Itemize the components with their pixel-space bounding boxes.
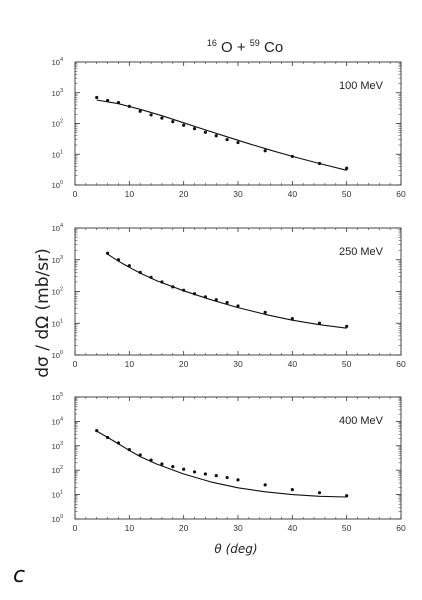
y-tick-label: 102 <box>52 119 63 129</box>
reaction-op: + <box>237 39 246 56</box>
fit-curve <box>96 99 347 171</box>
y-tick-label: 102 <box>52 287 63 297</box>
x-tick-label: 50 <box>342 189 352 199</box>
figure-caption: c <box>13 563 26 588</box>
chart-panel-3: 0 10 20 30 40 50 60 100 101 102 103 104 105 400 MeV <box>52 392 406 533</box>
reaction-pre2: 59 <box>250 38 260 48</box>
chart-panel-1: 0 10 20 30 40 50 60 100 101 102 103 104 100 MeV <box>52 57 406 199</box>
y-tick-label: 103 <box>52 255 63 265</box>
x-tick-label: 60 <box>396 359 406 369</box>
x-tick-label: 60 <box>396 523 406 533</box>
x-tick-label: 30 <box>233 189 243 199</box>
energy-label: 250 MeV <box>339 246 384 258</box>
y-tick-label: 100 <box>52 514 63 524</box>
data-point <box>182 123 186 127</box>
chart-panel-2: 0 10 20 30 40 50 60 100 101 102 103 104 250 MeV <box>52 223 406 369</box>
data-point <box>138 109 142 113</box>
x-axis-label: θ (deg) <box>214 542 257 556</box>
y-tick-label: 103 <box>52 88 63 98</box>
data-point <box>290 488 294 492</box>
energy-label: 400 MeV <box>339 415 384 427</box>
y-tick-label: 103 <box>52 441 63 451</box>
reaction-title: 16 O + 59 Co <box>207 33 283 56</box>
data-point <box>203 472 207 476</box>
x-tick-label: 40 <box>288 359 298 369</box>
y-tick-label: 100 <box>52 180 63 190</box>
x-tick-label: 60 <box>396 189 406 199</box>
data-point <box>290 317 294 321</box>
data-point <box>345 324 349 328</box>
y-tick-label: 104 <box>52 416 63 426</box>
data-point <box>214 474 218 478</box>
reaction-base1: O <box>221 39 233 56</box>
data-point <box>225 300 229 305</box>
data-point <box>263 310 267 314</box>
y-tick-label: 100 <box>52 350 63 360</box>
reaction-pre1: 16 <box>207 38 217 48</box>
data-point <box>225 475 229 480</box>
data-point <box>160 116 164 120</box>
x-tick-label: 50 <box>342 359 352 369</box>
x-tick-label: 30 <box>233 359 243 369</box>
data-point <box>171 465 175 469</box>
data-point <box>192 127 197 131</box>
data-point <box>236 478 240 482</box>
x-tick-label: 40 <box>288 523 298 533</box>
y-tick-label: 104 <box>52 57 63 67</box>
data-point <box>345 166 349 170</box>
x-tick-label: 20 <box>179 523 189 533</box>
data-point <box>171 120 175 124</box>
x-tick-label: 20 <box>179 359 189 369</box>
data-point <box>317 491 322 495</box>
fit-curve <box>96 430 347 498</box>
reaction-base2: Co <box>264 39 283 56</box>
y-tick-label: 102 <box>52 465 63 475</box>
x-tick-label: 20 <box>179 189 189 199</box>
data-point <box>149 113 153 117</box>
y-tick-label: 101 <box>52 490 63 500</box>
data-point <box>236 304 240 308</box>
x-tick-label: 0 <box>73 189 78 199</box>
data-point <box>214 134 218 138</box>
data-point <box>263 483 267 487</box>
data-point <box>263 149 267 153</box>
data-point <box>203 130 207 134</box>
x-tick-label: 30 <box>233 523 243 533</box>
y-tick-label: 104 <box>52 223 63 233</box>
x-tick-label: 50 <box>342 523 352 533</box>
x-tick-label: 10 <box>125 189 135 199</box>
data-point <box>182 467 186 471</box>
energy-label: 100 MeV <box>339 80 384 92</box>
y-tick-label: 101 <box>52 149 63 159</box>
data-point <box>95 95 99 100</box>
data-point <box>225 137 229 142</box>
y-tick-label: 101 <box>52 318 63 328</box>
data-point <box>160 462 164 466</box>
x-tick-label: 10 <box>125 359 135 369</box>
x-tick-label: 40 <box>288 189 298 199</box>
x-tick-label: 0 <box>73 523 78 533</box>
y-axis-label: dσ / dΩ (mb/sr) <box>33 248 53 377</box>
x-tick-label: 10 <box>125 523 135 533</box>
x-tick-label: 0 <box>73 359 78 369</box>
data-point <box>236 140 240 145</box>
data-point <box>192 470 197 474</box>
fit-curve <box>107 253 347 329</box>
y-tick-label: 105 <box>52 392 63 402</box>
